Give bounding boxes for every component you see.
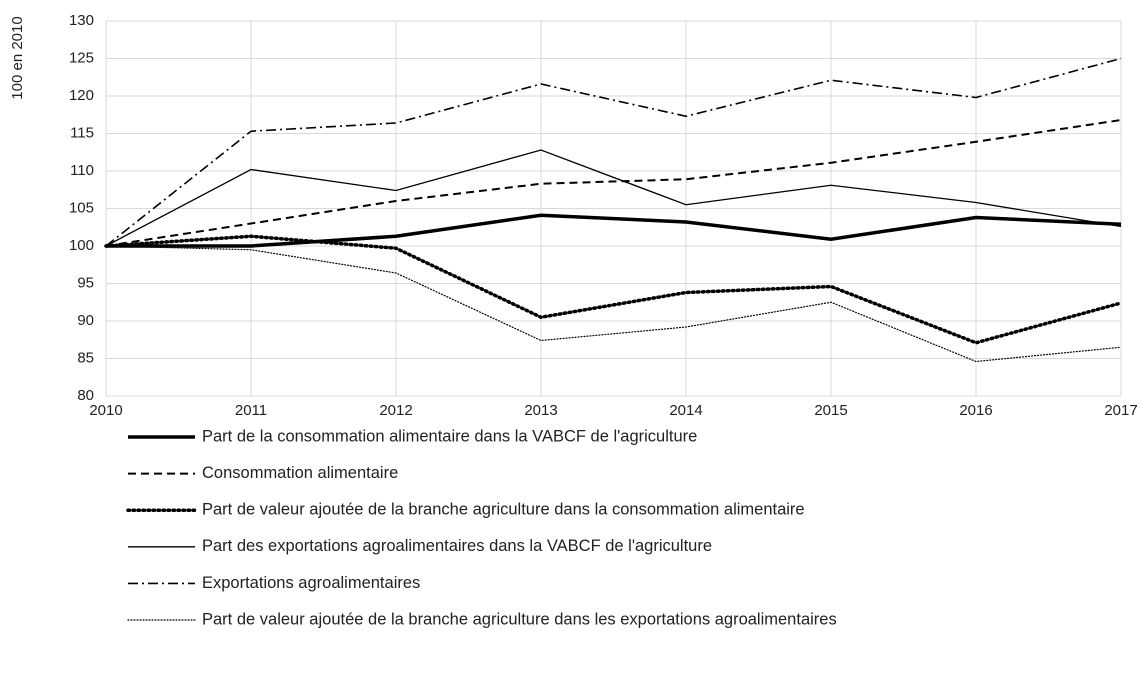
legend-label: Part de valeur ajoutée de la branche agr… <box>202 610 837 628</box>
x-tick-label: 2010 <box>89 402 122 419</box>
legend-label: Part de valeur ajoutée de la branche agr… <box>202 501 805 519</box>
series-line <box>106 213 1122 248</box>
y-tick-label: 110 <box>70 162 94 179</box>
x-tick-label: 2015 <box>814 402 847 419</box>
x-tick-label: 2013 <box>524 402 557 419</box>
series-line <box>105 57 1122 247</box>
y-axis-label: 100 en 2010 <box>9 16 26 99</box>
series-line <box>105 245 1122 363</box>
x-tick-label: 2012 <box>379 402 412 419</box>
legend-label: Exportations agroalimentaires <box>202 574 420 592</box>
y-tick-label: 105 <box>69 199 94 216</box>
x-tick-label: 2011 <box>235 402 267 419</box>
series-line <box>104 234 1123 345</box>
y-tick-label: 100 <box>69 237 94 254</box>
y-tick-label: 130 <box>69 12 94 29</box>
y-tick-label: 120 <box>69 87 94 104</box>
y-tick-label: 115 <box>70 124 94 141</box>
series-line <box>105 119 1122 247</box>
x-tick-label: 2017 <box>1104 402 1137 419</box>
legend-label: Part des exportations agroalimentaires d… <box>202 537 712 555</box>
legend-label: Part de la consommation alimentaire dans… <box>202 427 697 445</box>
y-tick-label: 95 <box>77 274 94 291</box>
y-tick-label: 125 <box>69 49 94 66</box>
y-tick-label: 80 <box>77 387 94 404</box>
legend-label: Consommation alimentaire <box>202 464 398 482</box>
y-tick-label: 85 <box>77 349 94 366</box>
x-tick-label: 2014 <box>669 402 702 419</box>
x-tick-label: 2016 <box>959 402 992 419</box>
series-line <box>105 149 1122 247</box>
y-tick-label: 90 <box>77 312 94 329</box>
